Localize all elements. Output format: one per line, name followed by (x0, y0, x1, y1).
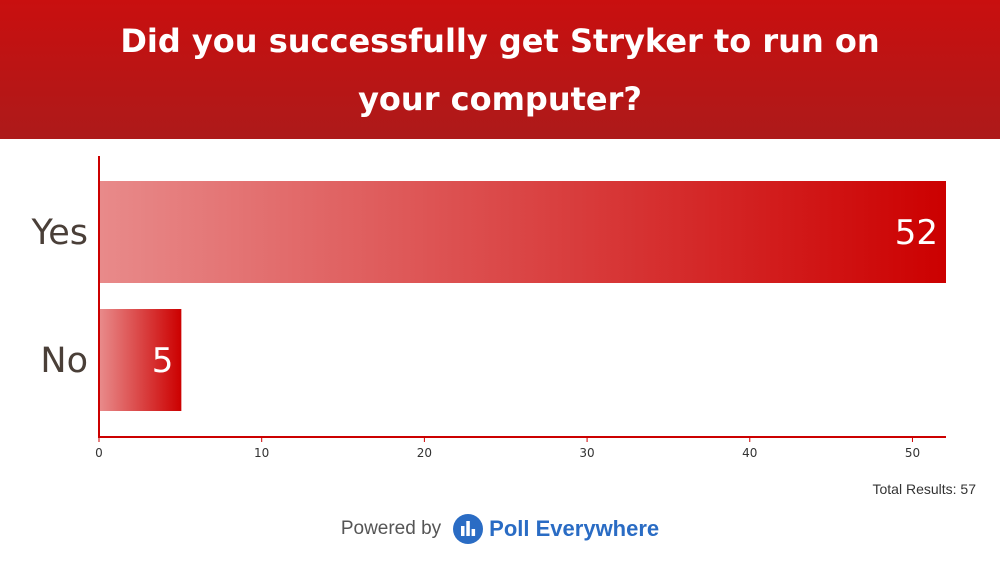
footer: Powered by Poll Everywhere (0, 514, 1000, 544)
x-tick-label-40: 40 (742, 446, 757, 460)
bar-chart: 0 10 20 30 40 50 Yes 52 No 5 (31, 156, 946, 460)
x-tick-label-0: 0 (95, 446, 103, 460)
x-tick-label-50: 50 (905, 446, 920, 460)
x-tick-label-30: 30 (579, 446, 594, 460)
brand-link[interactable]: Poll Everywhere (453, 514, 659, 544)
category-label-yes: Yes (31, 213, 89, 253)
header-banner: Did you successfully get Stryker to run … (0, 0, 1000, 139)
total-results: Total Results: 57 (872, 481, 977, 497)
x-tick-label-20: 20 (417, 446, 432, 460)
poll-everywhere-logo-icon (453, 514, 484, 544)
bar-no (100, 309, 182, 411)
value-label-yes: 52 (895, 213, 938, 253)
bar-yes (100, 181, 946, 283)
value-label-no: 5 (152, 341, 174, 381)
poll-question-title: Did you successfully get Stryker to run … (120, 21, 880, 118)
category-label-no: No (40, 341, 88, 381)
brand-name: Poll Everywhere (489, 516, 660, 541)
x-tick-label-10: 10 (254, 446, 269, 460)
powered-by-label: Powered by (340, 518, 442, 539)
